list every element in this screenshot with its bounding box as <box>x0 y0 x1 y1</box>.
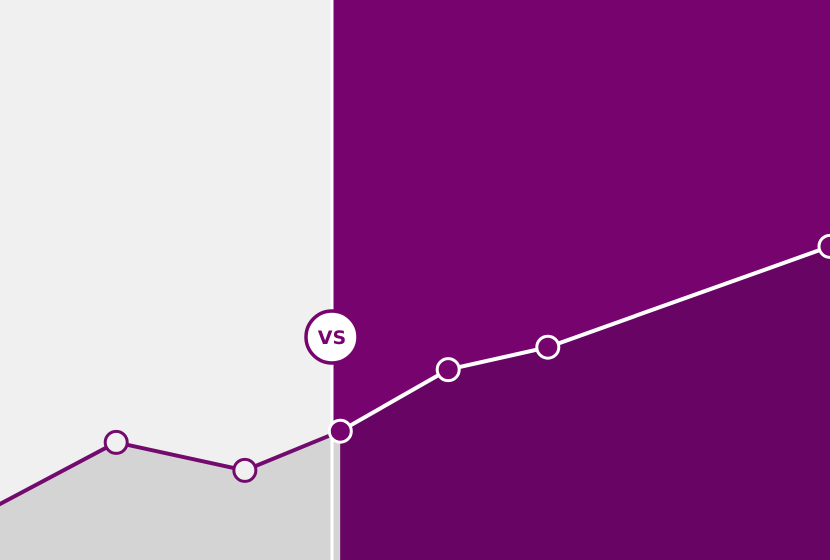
area-fills <box>0 246 830 560</box>
series-line-left <box>0 429 343 506</box>
data-point-right-0 <box>327 418 353 444</box>
data-point-right-1 <box>435 357 461 383</box>
panel-divider <box>330 0 334 560</box>
series-area-right <box>340 246 830 560</box>
series-area-left <box>0 431 341 560</box>
vs-badge-circle <box>304 309 360 365</box>
data-point-markers <box>103 233 830 483</box>
data-point-right-2 <box>535 334 561 360</box>
vs-badge: VS <box>304 309 360 365</box>
data-point-right-3 <box>817 233 830 259</box>
vs-badge-label: VS <box>318 327 346 349</box>
series-line-right <box>338 244 830 434</box>
data-point-left-1 <box>103 429 129 455</box>
data-point-left-2 <box>232 457 258 483</box>
series-lines <box>0 244 830 506</box>
